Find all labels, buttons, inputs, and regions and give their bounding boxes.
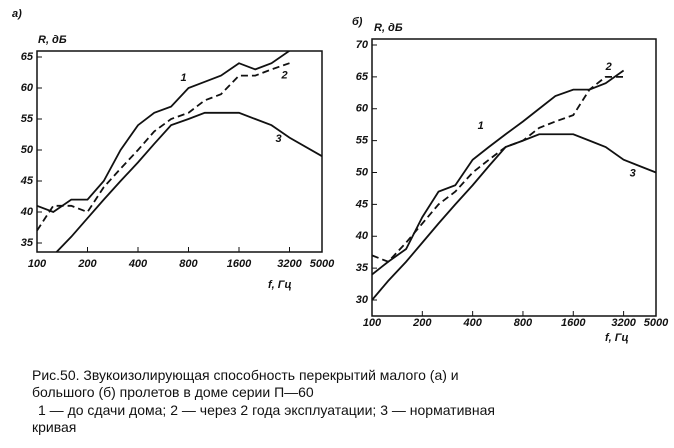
y-tick-label: 65 [21, 51, 34, 63]
y-axis-label: R, дБ [38, 34, 67, 46]
y-tick-label: 70 [356, 39, 369, 51]
plot-frame [36, 50, 323, 253]
y-tick-label: 60 [356, 103, 369, 115]
caption-line: кривая [32, 419, 76, 435]
x-tick-label: 1600 [227, 258, 252, 270]
panel-label: б) [352, 16, 363, 28]
plot-frame [371, 38, 657, 317]
y-tick-label: 65 [356, 71, 369, 83]
x-tick-label: 400 [462, 317, 482, 329]
curve-label: 3 [630, 168, 636, 180]
series-line [372, 75, 624, 263]
y-tick-label: 40 [20, 206, 34, 218]
y-tick-label: 40 [355, 230, 369, 242]
curve-label: 2 [605, 61, 612, 73]
x-tick-label: 5000 [310, 258, 335, 270]
series-line [372, 69, 625, 276]
y-tick-label: 30 [356, 294, 369, 306]
y-tick-label: 35 [356, 262, 369, 274]
x-axis-label: f, Гц [605, 332, 629, 344]
x-tick-label: 200 [412, 317, 432, 329]
caption-line: 1 — до сдачи дома; 2 — через 2 года эксп… [38, 402, 495, 418]
x-axis-label: f, Гц [268, 279, 292, 291]
curve-label: 2 [281, 69, 288, 81]
y-tick-label: 55 [21, 113, 34, 125]
y-tick-label: 45 [20, 175, 34, 187]
panel-label: а) [12, 8, 22, 20]
x-tick-label: 400 [128, 258, 148, 270]
x-tick-label: 1600 [561, 317, 586, 329]
x-tick-label: 800 [514, 317, 533, 329]
x-tick-label: 3200 [277, 258, 302, 270]
curve-label: 1 [478, 120, 484, 132]
x-tick-label: 800 [179, 258, 198, 270]
y-tick-label: 50 [356, 166, 369, 178]
curve-label: 1 [180, 72, 186, 84]
caption-line: Рис.50. Звукоизолирующая способность пер… [32, 367, 459, 383]
y-tick-label: 60 [21, 82, 34, 94]
x-tick-label: 5000 [644, 317, 669, 329]
y-tick-label: 50 [21, 144, 34, 156]
x-tick-label: 3200 [611, 317, 636, 329]
series-line [37, 62, 290, 232]
curve-label: 3 [276, 133, 282, 145]
series-line [37, 51, 290, 214]
y-tick-label: 45 [355, 198, 369, 210]
y-axis-label: R, дБ [374, 22, 403, 34]
x-tick-label: 100 [28, 258, 47, 270]
y-tick-label: 55 [356, 135, 369, 147]
series-line [55, 111, 322, 252]
caption-line: большого (б) пролетов в доме серии П—60 [32, 384, 314, 400]
series-line [372, 133, 656, 301]
x-tick-label: 100 [363, 317, 382, 329]
x-tick-label: 200 [77, 258, 97, 270]
y-tick-label: 35 [21, 237, 34, 249]
